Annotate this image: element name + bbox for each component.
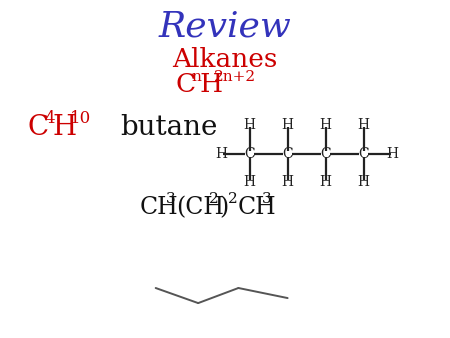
Text: H: H [199, 72, 222, 97]
Text: H: H [282, 118, 293, 132]
Text: (CH: (CH [176, 196, 224, 219]
Text: H: H [282, 175, 293, 189]
Text: C: C [358, 147, 369, 161]
Text: 2n+2: 2n+2 [214, 70, 256, 84]
Text: 10: 10 [70, 110, 91, 127]
Text: H: H [243, 118, 256, 132]
Text: C: C [320, 147, 331, 161]
Text: H: H [358, 175, 369, 189]
Text: ): ) [220, 196, 229, 219]
Text: H: H [358, 118, 369, 132]
Text: Alkanes: Alkanes [172, 47, 278, 72]
Text: butane: butane [120, 114, 217, 141]
Text: 3: 3 [262, 192, 272, 207]
Text: CH: CH [140, 196, 179, 219]
Text: 4: 4 [45, 110, 55, 127]
Text: n: n [191, 70, 201, 84]
Text: H: H [243, 175, 256, 189]
Text: C: C [244, 147, 255, 161]
Text: 2: 2 [228, 192, 238, 207]
Text: CH: CH [238, 196, 276, 219]
Text: H: H [216, 147, 227, 161]
Text: 2: 2 [209, 192, 219, 207]
Text: H: H [53, 114, 77, 141]
Text: Review: Review [158, 10, 292, 44]
Text: 3: 3 [166, 192, 176, 207]
Text: C: C [176, 72, 196, 97]
Text: H: H [320, 118, 332, 132]
Text: C: C [282, 147, 293, 161]
Text: H: H [320, 175, 332, 189]
Text: C: C [27, 114, 49, 141]
Text: H: H [387, 147, 399, 161]
